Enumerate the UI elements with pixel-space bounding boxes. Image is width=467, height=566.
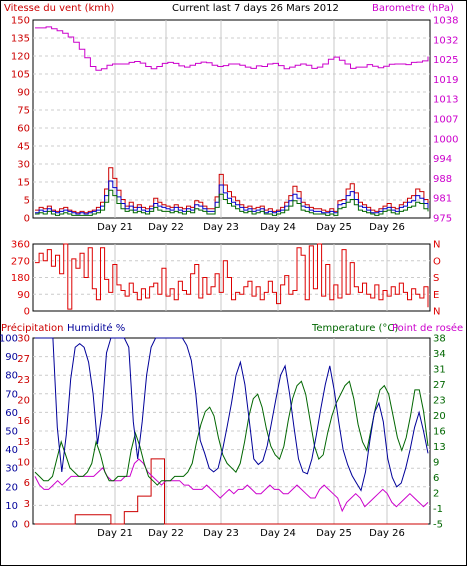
- temp-axis-tick: 27: [433, 380, 446, 391]
- humid-axis-tick: 80: [5, 371, 18, 382]
- wind-axis-tick: 75: [17, 106, 30, 117]
- temp-axis-tick: 9: [433, 458, 439, 469]
- wind-axis-tick: 90: [17, 88, 30, 99]
- temp-axis-tick: -1: [433, 504, 443, 515]
- humid-axis-tick: 20: [5, 482, 18, 493]
- baro-axis-tick: 1025: [433, 55, 458, 66]
- baro-axis-tick: 1038: [433, 16, 458, 27]
- wind-axis-tick: 120: [11, 52, 30, 63]
- wind-avg-line: [35, 189, 429, 216]
- baro-axis-tick: 975: [433, 214, 452, 225]
- wind-axis-tick: 150: [11, 16, 30, 27]
- precip-axis-tick: 3: [24, 499, 30, 510]
- compass-axis-tick: N: [433, 307, 440, 318]
- baro-axis-tick: 994: [433, 154, 452, 165]
- precip-axis-tick: 16: [17, 416, 30, 427]
- wind-axis-tick: 60: [17, 124, 30, 135]
- humid-axis-tick: 40: [5, 445, 18, 456]
- x-tick-label: Day 21: [97, 222, 133, 233]
- baro-axis-tick: 1000: [433, 134, 458, 145]
- temp-axis-tick: 16: [433, 427, 446, 438]
- humid-axis-tick: 60: [5, 408, 18, 419]
- temp-axis-tick: 20: [433, 411, 446, 422]
- baro-axis-tick: 981: [433, 194, 452, 205]
- temp-axis-tick: 38: [433, 334, 446, 345]
- precip-axis-tick: 30: [17, 334, 30, 345]
- wind-dir-line: [35, 243, 429, 310]
- precip-axis-tick: 13: [17, 437, 30, 448]
- temp-axis-tick: 23: [433, 396, 446, 407]
- wind-axis-tick: 105: [11, 70, 30, 81]
- humid-axis-tick: 10: [5, 501, 18, 512]
- wind-axis-tick: 30: [17, 160, 30, 171]
- dewpoint-line: [34, 458, 429, 513]
- precip-axis-tick: 10: [17, 458, 30, 469]
- humidity-line: [35, 337, 429, 492]
- wind-axis-tick: 15: [17, 178, 30, 189]
- wind-axis-tick: 135: [11, 34, 30, 45]
- panels-layer: 0515304560759010512013515097598198899410…: [0, 16, 458, 540]
- x-tick-label: Day 25: [316, 222, 352, 233]
- humid-axis-tick: 100: [0, 334, 18, 345]
- baro-axis-tick: 1019: [433, 75, 458, 86]
- x-tick-label: Day 26: [369, 222, 405, 233]
- x-tick-label: Day 22: [148, 528, 184, 539]
- x-tick-label: Day 25: [316, 528, 352, 539]
- x-tick-label: Day 23: [203, 222, 239, 233]
- compass-axis-tick: E: [433, 290, 439, 301]
- wind-high-line: [35, 180, 429, 215]
- humid-axis-tick: 30: [5, 464, 18, 475]
- baro-axis-title: Barometre (hPa): [372, 3, 454, 14]
- precip-axis-title: Précipitation: [1, 322, 64, 334]
- dir-axis-tick: 90: [17, 290, 30, 301]
- wind-axis-tick: 5: [24, 196, 30, 207]
- panel-wind-baro: [32, 19, 431, 219]
- humid-axis-tick: 0: [12, 520, 18, 531]
- temp-axis-tick: 34: [433, 349, 446, 360]
- wind-axis-tick: 45: [17, 142, 30, 153]
- temp-axis-tick: -5: [433, 520, 443, 531]
- humid-axis-tick: 90: [5, 352, 18, 363]
- chart-title: Current last 7 days 26 Mars 2012: [172, 3, 339, 14]
- temp-axis-tick: 13: [433, 442, 446, 453]
- baro-line: [35, 26, 429, 71]
- x-tick-label: Day 21: [97, 528, 133, 539]
- humid-axis-title: Humidité %: [67, 322, 125, 334]
- temperature-line: [34, 380, 429, 486]
- precip-line: [35, 458, 428, 525]
- humid-axis-tick: 70: [5, 389, 18, 400]
- precip-axis-tick: 27: [17, 354, 30, 365]
- humid-axis-tick: 50: [5, 427, 18, 438]
- dir-axis-tick: 360: [11, 240, 30, 251]
- temp-axis-title: Temperature (°C): [311, 323, 398, 334]
- x-tick-label: Day 23: [203, 528, 239, 539]
- compass-axis-tick: O: [433, 256, 441, 267]
- temp-axis-tick: 6: [433, 473, 439, 484]
- dew-axis-title: Point de rosée: [392, 322, 463, 334]
- precip-axis-tick: 0: [24, 520, 30, 531]
- baro-axis-tick: 1013: [433, 95, 458, 106]
- dir-axis-tick: 0: [24, 307, 30, 318]
- dir-axis-tick: 180: [11, 273, 30, 284]
- temp-axis-tick: 2: [433, 489, 439, 500]
- wind-axis-tick: 0: [24, 214, 30, 225]
- precip-axis-tick: 20: [17, 396, 30, 407]
- precip-axis-tick: 23: [17, 375, 30, 386]
- precip-axis-tick: 6: [24, 478, 30, 489]
- temp-axis-tick: 31: [433, 365, 446, 376]
- wind-axis-title: Vitesse du vent (kmh): [4, 3, 114, 14]
- baro-axis-tick: 1032: [433, 35, 458, 46]
- x-tick-label: Day 24: [260, 528, 296, 539]
- x-tick-label: Day 26: [369, 528, 405, 539]
- x-tick-label: Day 22: [148, 222, 184, 233]
- compass-axis-tick: N: [433, 240, 440, 251]
- baro-axis-tick: 988: [433, 174, 452, 185]
- wind-gust-line: [35, 167, 429, 214]
- x-tick-label: Day 24: [260, 222, 296, 233]
- baro-axis-tick: 1007: [433, 115, 458, 126]
- dir-axis-tick: 270: [11, 256, 30, 267]
- compass-axis-tick: S: [433, 273, 439, 284]
